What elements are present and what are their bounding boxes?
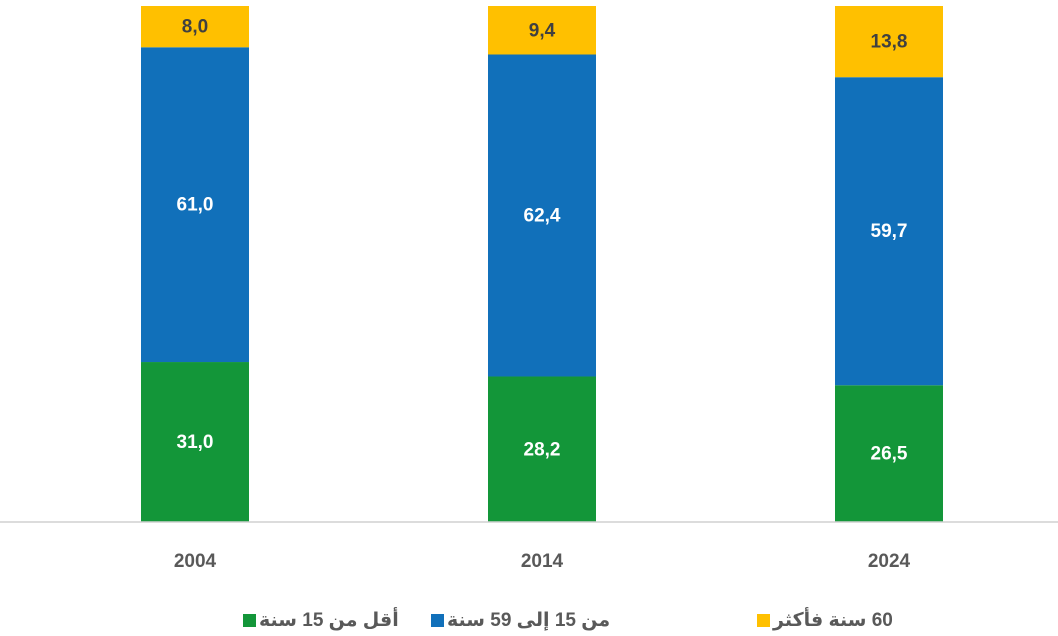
bar-segment (835, 77, 943, 386)
data-label: 9,4 (529, 20, 556, 41)
bar-segment (141, 47, 249, 363)
legend-swatch (243, 614, 256, 627)
legend-label: 60 سنة فأكثر (772, 607, 893, 631)
data-label: 31,0 (177, 432, 214, 453)
bar-segment (835, 385, 943, 522)
x-tick-label: 2014 (521, 551, 564, 572)
legend-swatch (431, 614, 444, 627)
data-label: 59,7 (871, 221, 908, 242)
data-label: 13,8 (871, 32, 908, 53)
x-tick-label: 2024 (868, 551, 911, 572)
data-label: 26,5 (871, 444, 908, 465)
bar-segment (488, 54, 596, 377)
legend-swatch (757, 614, 770, 627)
data-label: 28,2 (524, 439, 561, 460)
data-label: 61,0 (177, 195, 214, 216)
legend-label: من 15 إلى 59 سنة (447, 610, 610, 631)
x-tick-label: 2004 (174, 551, 217, 572)
bar-segment (488, 6, 596, 55)
bar-segment (141, 6, 249, 48)
data-label: 8,0 (182, 17, 208, 38)
legend-label: أقل من 15 سنة (259, 607, 399, 631)
data-label: 62,4 (524, 206, 561, 227)
bar-segment (835, 6, 943, 78)
bar-segment (141, 362, 249, 522)
bar-segment (488, 376, 596, 522)
